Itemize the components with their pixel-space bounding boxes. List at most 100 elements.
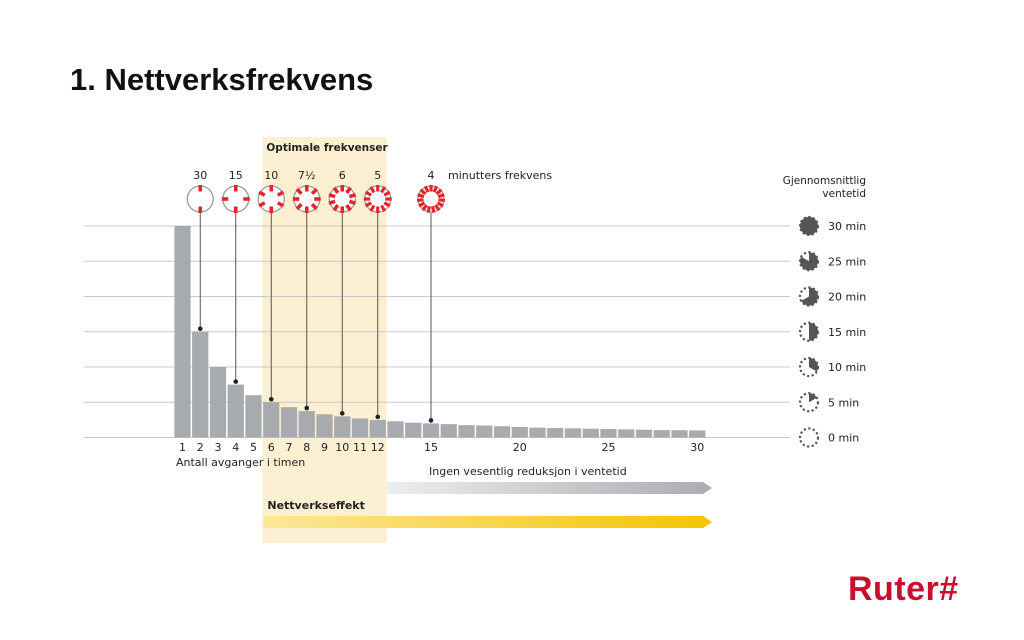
leader-dot	[339, 411, 345, 416]
leader-dot	[304, 405, 310, 411]
bar	[511, 426, 528, 438]
departure-tick	[369, 204, 376, 212]
bar	[564, 428, 582, 438]
departure-tick	[364, 190, 373, 197]
y-tick-label: 15 min	[828, 326, 866, 339]
y-tick-label: 10 min	[828, 361, 866, 374]
departure-tick	[310, 187, 318, 195]
leader-dot	[375, 414, 381, 420]
frequency-label: 5	[374, 169, 381, 182]
bar	[192, 331, 209, 438]
departure-tick	[380, 204, 387, 212]
departure-tick	[348, 192, 357, 199]
frequency-icon-center	[371, 193, 384, 205]
clock-fill-icon	[801, 287, 819, 306]
frequency-label: 6	[339, 169, 346, 182]
no-reduction-arrow	[386, 482, 712, 494]
bar	[529, 427, 546, 438]
y-axis-title: Gjennomsnittlig	[783, 175, 866, 187]
departure-tick	[332, 186, 340, 194]
bar	[476, 425, 493, 438]
departure-tick	[435, 188, 443, 196]
bar	[334, 416, 351, 438]
x-tick-label: 9	[321, 441, 328, 454]
clock-fill-icon	[809, 358, 818, 372]
x-tick-label: 6	[268, 441, 275, 454]
bar	[600, 429, 617, 438]
frequency-label: 30	[193, 169, 207, 182]
bar	[387, 421, 404, 438]
departure-tick	[328, 192, 336, 199]
bar	[245, 395, 262, 438]
y-tick-label: 25 min	[828, 255, 866, 268]
frequency-label: 15	[229, 169, 243, 182]
clock-icon	[798, 286, 820, 307]
bar	[422, 423, 440, 438]
frequency-icon-center	[300, 193, 313, 205]
clock-icon	[798, 215, 820, 237]
leader-dot	[268, 396, 274, 402]
x-tick-label: 11	[353, 441, 367, 454]
bar	[280, 407, 298, 438]
departure-tick	[364, 201, 373, 208]
bar	[263, 402, 280, 438]
x-tick-label: 1	[179, 441, 186, 454]
departure-tick	[426, 206, 432, 214]
departure-tick	[380, 186, 387, 194]
network-effect-label: Nettverkseffekt	[267, 499, 365, 512]
optimal-band-label: Optimale frekvenser	[266, 142, 388, 154]
departure-tick	[436, 201, 444, 208]
bar	[547, 427, 564, 438]
departure-tick	[418, 201, 426, 208]
y-tick-label: 30 min	[828, 220, 866, 233]
departure-tick	[432, 185, 439, 193]
departure-tick	[417, 193, 425, 199]
x-tick-label: 15	[424, 441, 438, 454]
bar	[227, 384, 244, 438]
x-axis-title: Antall avganger i timen	[176, 456, 305, 469]
clock-icon	[798, 251, 820, 272]
departure-tick	[421, 204, 428, 212]
departure-tick	[434, 204, 441, 212]
departure-tick	[423, 185, 430, 193]
x-tick-label: 25	[602, 441, 616, 454]
no-reduction-label: Ingen vesentlig reduksjon i ventetid	[429, 465, 627, 478]
y-tick-label: 0 min	[828, 432, 859, 445]
bar	[582, 428, 599, 438]
bar	[440, 424, 457, 438]
bar	[635, 429, 653, 438]
clock-icon	[798, 392, 820, 413]
x-tick-label: 5	[250, 441, 257, 454]
bar	[351, 418, 369, 438]
slide-title: 1. Nettverksfrekvens	[70, 62, 374, 97]
leader-dot	[197, 326, 203, 332]
departure-tick	[295, 203, 303, 211]
x-tick-label: 4	[232, 441, 239, 454]
clock-icon	[798, 321, 820, 342]
frequency-label: 7½	[298, 169, 316, 182]
departure-tick	[437, 193, 445, 199]
departure-tick	[348, 199, 357, 206]
bar	[209, 367, 227, 438]
frequency-icon-center	[229, 193, 242, 205]
frequency-icon-center	[194, 193, 207, 205]
x-tick-label: 30	[690, 441, 704, 454]
leader-dot	[428, 418, 434, 423]
x-tick-label: 20	[513, 441, 527, 454]
bar	[369, 419, 386, 438]
departure-tick	[419, 188, 427, 196]
frequency-label: 10	[264, 169, 278, 182]
x-tick-label: 2	[197, 441, 204, 454]
frequency-icon-center	[265, 193, 278, 205]
x-tick-label: 12	[371, 441, 385, 454]
frequency-icon-center	[336, 193, 349, 205]
x-tick-label: 7	[286, 441, 293, 454]
x-tick-label: 3	[215, 441, 222, 454]
x-tick-label: 10	[335, 441, 349, 454]
bar	[493, 426, 511, 438]
departure-tick	[383, 190, 391, 197]
departure-tick	[328, 199, 336, 206]
y-tick-label: 20 min	[828, 291, 866, 304]
bar	[618, 429, 635, 438]
